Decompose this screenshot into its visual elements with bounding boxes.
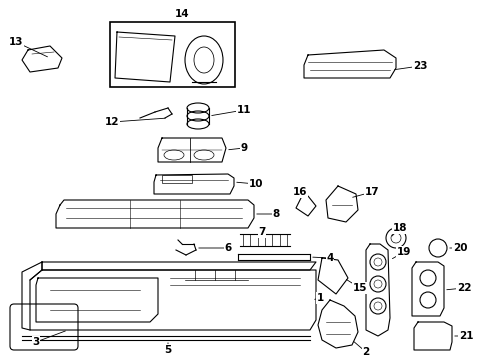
Text: 13: 13	[9, 37, 23, 47]
Text: 8: 8	[272, 209, 280, 219]
Text: 10: 10	[249, 179, 263, 189]
Text: 21: 21	[459, 331, 473, 341]
Text: 20: 20	[453, 243, 467, 253]
Text: 5: 5	[164, 345, 171, 355]
Text: 6: 6	[224, 243, 232, 253]
Text: 22: 22	[457, 283, 471, 293]
Bar	[110, 22, 235, 87]
Text: 1: 1	[317, 293, 323, 303]
Text: 14: 14	[175, 9, 189, 19]
Text: 11: 11	[237, 105, 251, 115]
Text: 23: 23	[413, 61, 427, 71]
Text: 17: 17	[365, 187, 379, 197]
Text: 7: 7	[258, 227, 266, 237]
Text: 2: 2	[363, 347, 369, 357]
Text: 3: 3	[32, 337, 40, 347]
Text: 9: 9	[241, 143, 247, 153]
Text: 18: 18	[393, 223, 407, 233]
Text: 16: 16	[293, 187, 307, 197]
Text: 19: 19	[397, 247, 411, 257]
Text: 15: 15	[353, 283, 367, 293]
Text: 12: 12	[105, 117, 119, 127]
Text: 4: 4	[326, 253, 334, 263]
Bar	[162, 175, 192, 183]
